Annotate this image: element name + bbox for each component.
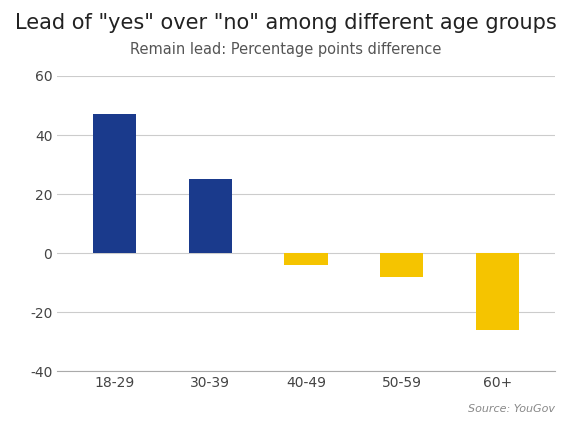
Text: Lead of "yes" over "no" among different age groups: Lead of "yes" over "no" among different … xyxy=(15,13,557,32)
Bar xyxy=(476,253,519,330)
Text: Source: YouGov: Source: YouGov xyxy=(468,403,555,414)
Bar xyxy=(189,179,232,253)
Bar xyxy=(284,253,328,265)
Text: Remain lead: Percentage points difference: Remain lead: Percentage points differenc… xyxy=(130,42,442,57)
Bar xyxy=(380,253,423,277)
Bar xyxy=(93,114,136,253)
